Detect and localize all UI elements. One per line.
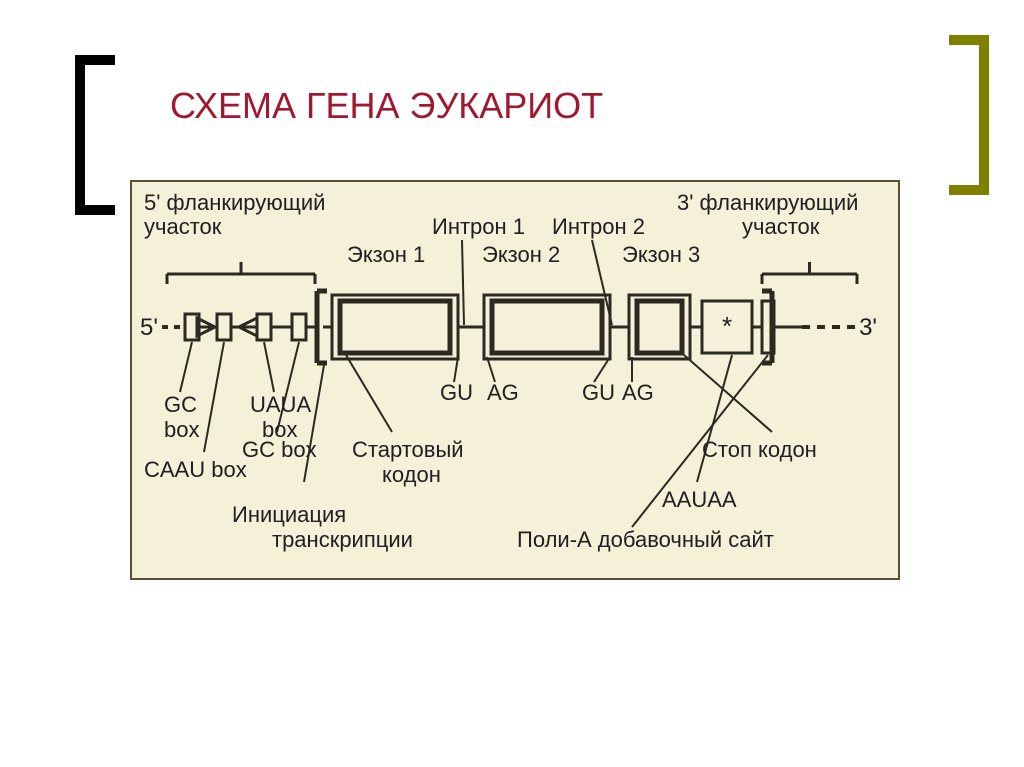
svg-text:Стоп кодон: Стоп кодон xyxy=(702,437,817,462)
svg-text:AG: AG xyxy=(487,380,519,405)
svg-text:Интрон 1: Интрон 1 xyxy=(432,214,525,239)
svg-text:участок: участок xyxy=(742,214,820,239)
svg-text:GC box: GC box xyxy=(242,437,317,462)
svg-text:5' фланкирующий: 5' фланкирующий xyxy=(144,190,325,215)
svg-text:AG: AG xyxy=(622,380,654,405)
svg-text:GU: GU xyxy=(582,380,615,405)
svg-text:GC: GC xyxy=(164,392,197,417)
svg-text:Стартовый: Стартовый xyxy=(352,437,464,462)
svg-text:кодон: кодон xyxy=(382,462,441,487)
svg-text:box: box xyxy=(164,417,199,442)
svg-text:3': 3' xyxy=(859,314,877,341)
corner-bracket-top-left xyxy=(75,55,115,215)
corner-bracket-top-right xyxy=(949,35,989,195)
svg-text:AAUAA: AAUAA xyxy=(662,487,737,512)
svg-text:Экзон 2: Экзон 2 xyxy=(482,242,560,267)
svg-text:5': 5' xyxy=(140,314,158,341)
svg-text:Экзон 3: Экзон 3 xyxy=(622,242,700,267)
gene-diagram: 5'3'*5' фланкирующийучасток3' фланкирующ… xyxy=(130,180,900,580)
svg-text:Интрон 2: Интрон 2 xyxy=(552,214,645,239)
svg-text:Инициация: Инициация xyxy=(232,502,346,527)
svg-text:GU: GU xyxy=(440,380,473,405)
svg-text:3' фланкирующий: 3' фланкирующий xyxy=(677,190,858,215)
svg-text:участок: участок xyxy=(144,214,222,239)
svg-text:транскрипции: транскрипции xyxy=(272,527,413,552)
svg-text:Экзон 1: Экзон 1 xyxy=(347,242,425,267)
svg-text:*: * xyxy=(722,311,732,341)
svg-text:UAUA: UAUA xyxy=(250,392,311,417)
slide-title: СХЕМА ГЕНА ЭУКАРИОТ xyxy=(170,85,603,127)
svg-text:Поли-А добавочный сайт: Поли-А добавочный сайт xyxy=(517,527,774,552)
svg-text:CAAU box: CAAU box xyxy=(144,457,247,482)
